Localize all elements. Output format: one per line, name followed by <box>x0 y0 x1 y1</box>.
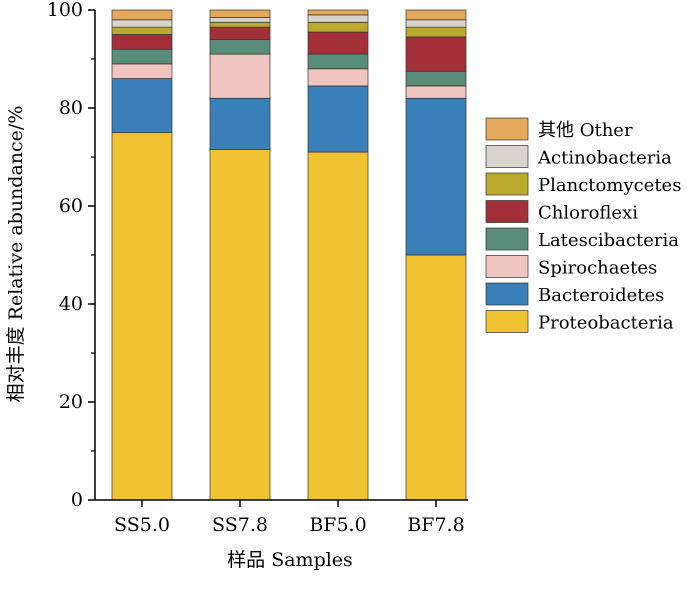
bar-segment <box>209 21 271 28</box>
bar-segment <box>111 132 173 501</box>
bar-segment <box>209 17 271 23</box>
bar-segment <box>405 26 467 38</box>
bar-segment <box>209 97 271 150</box>
bar-segment <box>307 53 369 70</box>
legend-swatch <box>485 117 529 141</box>
x-tick-label: SS7.8 <box>212 514 268 536</box>
legend-swatch <box>485 282 529 306</box>
legend-swatch <box>485 145 529 168</box>
legend-swatch <box>485 310 529 333</box>
legend-label: Proteobacteria <box>538 313 674 334</box>
y-tick-label: 0 <box>71 489 83 511</box>
bar-segment <box>111 63 173 79</box>
bar-segment <box>307 21 369 33</box>
bar-segment <box>307 68 369 87</box>
y-tick-label: 80 <box>59 97 83 119</box>
bar-segment <box>209 53 271 99</box>
bar-segment <box>405 70 467 87</box>
legend-label: Chloroflexi <box>538 203 638 224</box>
legend-label: Actinobacteria <box>537 148 672 169</box>
bar-segment <box>209 26 271 40</box>
legend-swatch <box>485 255 529 278</box>
x-tick-label: SS5.0 <box>114 514 170 536</box>
bar-segment <box>405 36 467 72</box>
bar-segment <box>111 34 173 50</box>
bar-segment <box>111 78 173 133</box>
bar-segment <box>111 48 173 65</box>
x-tick-label: BF7.8 <box>407 514 464 536</box>
bar-segment <box>405 97 467 256</box>
legend-swatch <box>485 172 529 196</box>
legend-label: Planctomycetes <box>538 175 681 196</box>
bar-segment <box>307 31 369 55</box>
legend-swatch <box>485 227 529 251</box>
axes-layer: 0 20 40 60 80 100 SS5.0 SS7.8 BF5.0 BF7.8 <box>47 0 468 536</box>
legend-swatch <box>485 200 529 223</box>
y-tick-label: 60 <box>59 195 83 217</box>
bar-segment <box>405 85 467 99</box>
bar-segment <box>209 9 271 18</box>
x-tick-label: BF5.0 <box>309 514 366 536</box>
y-tick-label: 40 <box>59 293 83 315</box>
bar-segment <box>111 19 173 28</box>
bar-segment <box>405 9 467 21</box>
y-axis-title: 相对丰度 Relative abundance/% <box>5 106 27 403</box>
legend: 其他 Other Actinobacteria Planctomycetes Chlo… <box>485 117 681 334</box>
legend-label: Bacteroidetes <box>538 285 664 306</box>
y-tick-label: 20 <box>59 391 83 413</box>
bar-segment <box>307 151 369 501</box>
x-axis-title: 样品 Samples <box>227 549 353 571</box>
bar-segment <box>405 19 467 28</box>
bar-segment <box>111 26 173 35</box>
legend-label: Spirochaetes <box>538 258 657 279</box>
y-tick-label: 100 <box>47 0 83 21</box>
legend-label: Latescibacteria <box>538 230 679 251</box>
bars-layer <box>111 9 467 501</box>
bar-segment <box>307 85 369 153</box>
bar-segment <box>307 14 369 23</box>
bar-segment <box>405 254 467 501</box>
bar-segment <box>209 39 271 55</box>
bar-segment <box>209 149 271 501</box>
legend-label: 其他 Other <box>538 120 633 141</box>
bar-segment <box>307 9 369 16</box>
bar-segment <box>111 9 173 21</box>
